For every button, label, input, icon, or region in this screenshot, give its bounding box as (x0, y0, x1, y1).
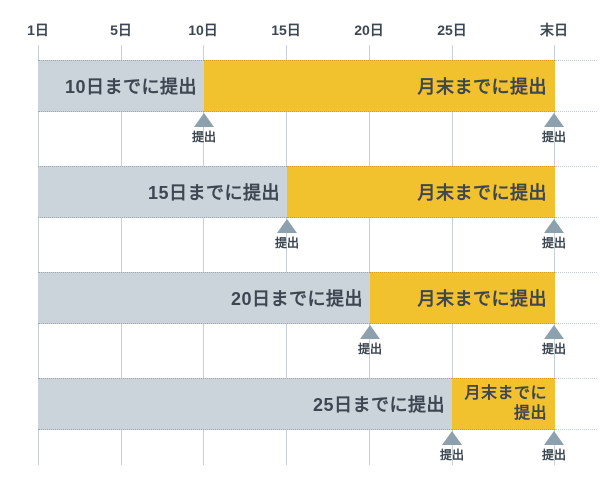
dotted-extension (555, 378, 597, 379)
timeline-row: 25日までに提出 月末までに 提出 (38, 378, 555, 430)
axis-tick-label: 25日 (437, 22, 467, 38)
submit-marker: 提出 (265, 218, 309, 251)
timeline-row: 15日までに提出 月末までに提出 (38, 166, 555, 218)
early-deadline-bar: 20日までに提出 (38, 272, 370, 324)
month-end-bar-label: 月末までに提出 (417, 77, 547, 97)
triangle-up-icon (360, 325, 380, 339)
axis-tick-label: 15日 (271, 22, 301, 38)
submit-marker: 提出 (182, 112, 226, 145)
axis-tick-label: 1日 (27, 22, 49, 38)
triangle-up-icon (544, 113, 564, 127)
submit-marker: 提出 (430, 430, 474, 463)
early-deadline-bar: 25日までに提出 (38, 378, 452, 430)
axis-tick-label: 末日 (540, 22, 568, 38)
dotted-extension (555, 217, 597, 218)
submit-marker-label: 提出 (191, 130, 216, 144)
month-end-bar: 月末までに提出 (287, 166, 555, 218)
month-end-bar: 月末までに 提出 (452, 378, 555, 430)
timeline-row: 10日までに提出 月末までに提出 (38, 60, 555, 112)
gridline (452, 45, 453, 465)
axis-tick-label: 5日 (110, 22, 132, 38)
submit-marker: 提出 (532, 112, 576, 145)
dotted-extension (555, 111, 597, 112)
early-bar-label: 15日までに提出 (147, 183, 280, 203)
month-end-bar-label: 月末までに提出 (417, 183, 547, 203)
submit-marker-label: 提出 (541, 448, 566, 462)
month-end-bar-label: 月末までに提出 (417, 289, 547, 309)
submit-marker-label: 提出 (439, 448, 464, 462)
dotted-extension (555, 60, 597, 61)
early-bar-label: 10日までに提出 (64, 77, 197, 97)
triangle-up-icon (277, 219, 297, 233)
early-bar-label: 20日までに提出 (230, 289, 363, 309)
submit-marker-label: 提出 (541, 130, 566, 144)
submit-marker: 提出 (532, 430, 576, 463)
gridline (38, 45, 39, 465)
dotted-extension (555, 272, 597, 273)
month-end-bar-label: 月末までに 提出 (464, 385, 547, 422)
submit-marker-label: 提出 (357, 342, 382, 356)
early-deadline-bar: 10日までに提出 (38, 60, 204, 112)
month-end-bar: 月末までに提出 (204, 60, 555, 112)
gridline (121, 45, 122, 465)
axis-tick-label: 20日 (354, 22, 384, 38)
triangle-up-icon (544, 431, 564, 445)
timeline-row: 20日までに提出 月末までに提出 (38, 272, 555, 324)
dotted-extension (555, 429, 597, 430)
triangle-up-icon (194, 113, 214, 127)
triangle-up-icon (442, 431, 462, 445)
submit-marker-label: 提出 (274, 236, 299, 250)
triangle-up-icon (544, 219, 564, 233)
dotted-extension (555, 323, 597, 324)
early-bar-label: 25日までに提出 (312, 395, 445, 415)
axis-tick-label: 10日 (188, 22, 218, 38)
triangle-up-icon (544, 325, 564, 339)
submit-marker: 提出 (348, 324, 392, 357)
submit-marker-label: 提出 (541, 236, 566, 250)
dotted-extension (555, 166, 597, 167)
submit-marker: 提出 (532, 324, 576, 357)
early-deadline-bar: 15日までに提出 (38, 166, 287, 218)
submit-marker: 提出 (532, 218, 576, 251)
gridline (554, 45, 555, 465)
month-end-bar: 月末までに提出 (370, 272, 555, 324)
gridline (203, 45, 204, 465)
gridline (369, 45, 370, 465)
submit-marker-label: 提出 (541, 342, 566, 356)
gridline (286, 45, 287, 465)
